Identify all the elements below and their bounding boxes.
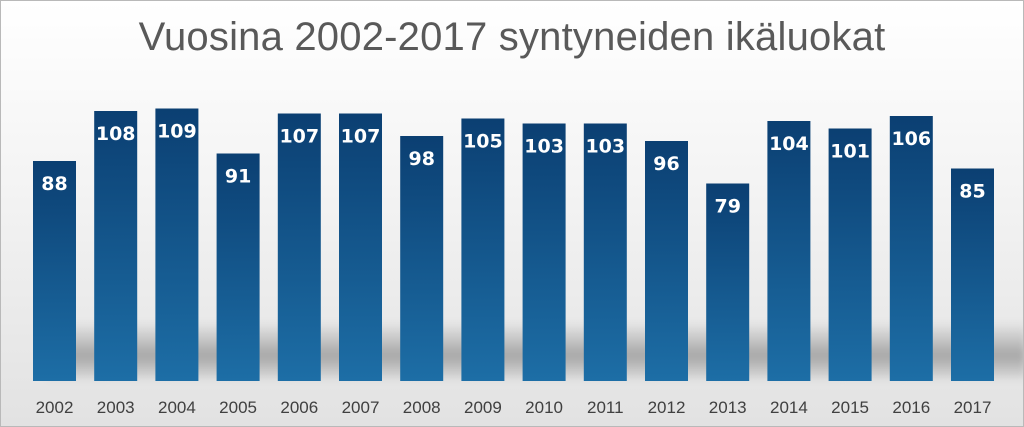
bar-2005 (216, 153, 260, 381)
bar-2004 (155, 108, 199, 381)
tick-label-2007: 2007 (342, 398, 380, 417)
data-label-2002: 88 (41, 173, 67, 195)
bar-2011 (583, 123, 627, 381)
tick-label-2015: 2015 (831, 398, 869, 417)
bar-2002 (33, 161, 76, 381)
tick-label-2005: 2005 (219, 398, 257, 417)
tick-label-2013: 2013 (709, 398, 747, 417)
tick-label-2003: 2003 (97, 398, 135, 417)
bar-2008 (400, 136, 444, 381)
bar-2007 (339, 113, 382, 381)
data-label-2017: 85 (959, 181, 985, 203)
tick-label-2006: 2006 (280, 398, 318, 417)
tick-label-2009: 2009 (464, 398, 502, 417)
data-label-2003: 108 (96, 123, 136, 145)
tick-label-2012: 2012 (648, 398, 686, 417)
tick-label-2004: 2004 (158, 398, 196, 417)
data-label-2014: 104 (769, 133, 809, 155)
bar-2003 (94, 111, 138, 381)
data-label-2013: 79 (714, 196, 740, 218)
data-label-2007: 107 (341, 126, 381, 148)
data-label-2008: 98 (408, 148, 434, 170)
bar-2012 (645, 141, 688, 381)
data-label-2006: 107 (279, 126, 319, 148)
bar-2010 (522, 123, 566, 381)
data-label-2009: 105 (463, 131, 503, 153)
data-label-2005: 91 (225, 166, 251, 188)
data-label-2004: 109 (157, 121, 197, 143)
chart-title: Vuosina 2002-2017 syntyneiden ikäluokat (138, 15, 886, 59)
data-label-2016: 106 (891, 128, 931, 150)
bars-group (33, 108, 994, 381)
tick-labels-group: 2002 2003 2004 2005 2006 2007 2008 2009 2010 2011… (36, 398, 992, 417)
tick-label-2014: 2014 (770, 398, 808, 417)
bar-2016 (889, 116, 933, 381)
tick-label-2017: 2017 (954, 398, 992, 417)
bar-2017 (951, 168, 994, 381)
data-labels-group: 88 108 109 91 107 107 98 105 103 103 96 79 104 101 106… (41, 121, 985, 218)
bar-2013 (706, 183, 750, 381)
tick-label-2011: 2011 (587, 398, 624, 417)
tick-label-2010: 2010 (525, 398, 563, 417)
bar-2006 (277, 113, 321, 381)
data-label-2010: 103 (524, 136, 564, 158)
data-label-2015: 101 (830, 141, 870, 163)
tick-label-2002: 2002 (36, 398, 74, 417)
data-label-2011: 103 (585, 136, 625, 158)
bar-2009 (461, 118, 505, 381)
data-label-2012: 96 (653, 153, 679, 175)
tick-label-2008: 2008 (403, 398, 441, 417)
bar-2014 (767, 121, 811, 381)
tick-label-2016: 2016 (892, 398, 930, 417)
bar-2015 (828, 128, 872, 381)
